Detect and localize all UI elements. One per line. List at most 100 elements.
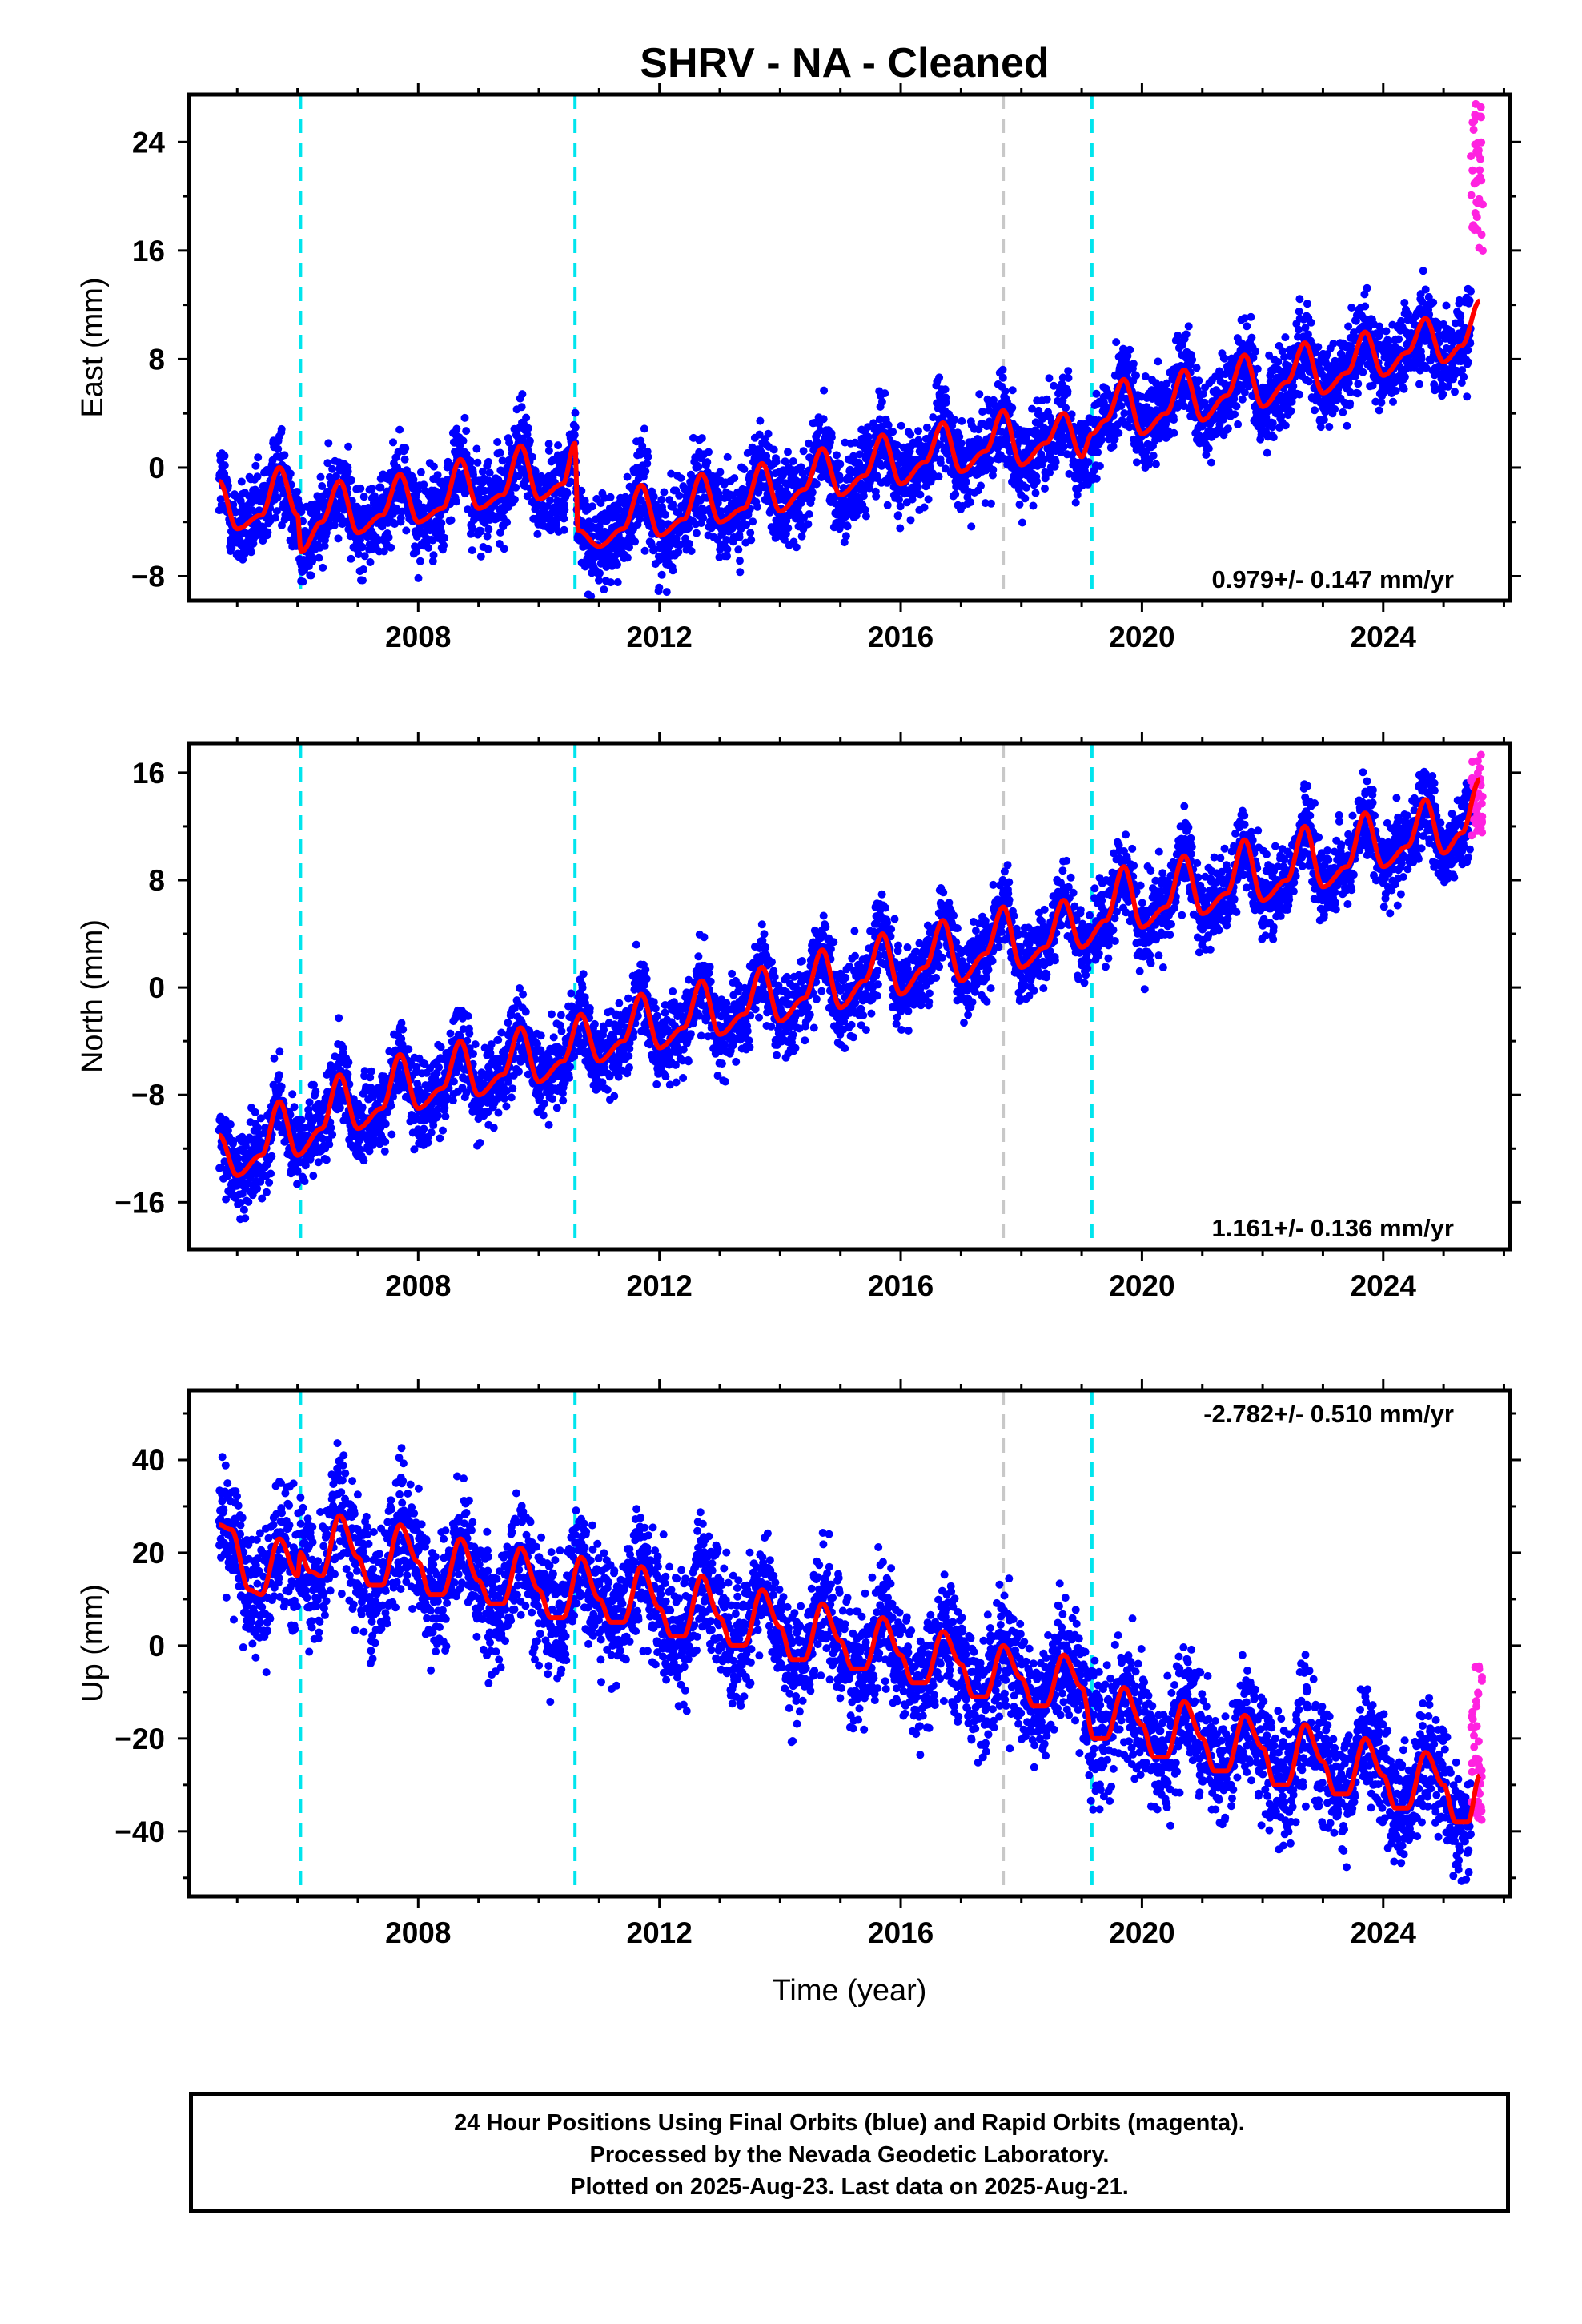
position-point — [433, 471, 442, 480]
position-point — [753, 502, 761, 511]
position-point — [716, 468, 725, 476]
position-point — [989, 465, 998, 474]
position-point — [881, 389, 889, 398]
position-point — [401, 444, 410, 452]
position-point — [884, 420, 893, 429]
position-point — [922, 423, 931, 432]
position-point — [1001, 387, 1010, 396]
position-point — [571, 408, 580, 417]
position-point — [1443, 382, 1452, 391]
position-point — [1021, 494, 1030, 503]
position-point — [623, 553, 632, 562]
position-point — [570, 431, 579, 440]
position-point — [577, 486, 586, 495]
position-point — [1419, 267, 1427, 275]
position-point — [1417, 355, 1426, 364]
position-point — [1126, 345, 1134, 354]
position-point — [1064, 367, 1073, 376]
position-point — [833, 451, 841, 460]
position-point — [703, 458, 712, 467]
position-point — [1395, 335, 1403, 344]
position-point — [769, 445, 778, 454]
position-point — [820, 386, 829, 395]
position-point — [267, 1152, 276, 1160]
position-point — [226, 1120, 235, 1128]
position-point — [697, 434, 706, 443]
position-point — [473, 458, 482, 467]
position-point — [1117, 401, 1126, 410]
position-point — [277, 424, 286, 433]
position-point — [804, 520, 813, 529]
position-point — [734, 545, 743, 554]
position-point — [1092, 389, 1101, 398]
position-point — [478, 468, 487, 476]
position-point — [1031, 489, 1040, 497]
position-point — [414, 498, 423, 507]
position-point — [1097, 436, 1106, 444]
position-point — [324, 439, 333, 448]
position-point — [975, 390, 984, 399]
position-point — [913, 483, 922, 491]
position-point — [1162, 379, 1171, 388]
position-point — [315, 553, 323, 562]
position-point — [277, 1082, 286, 1091]
position-point — [459, 436, 468, 445]
position-point — [836, 460, 845, 468]
position-point — [416, 557, 424, 565]
position-point — [895, 495, 903, 504]
position-point — [743, 448, 752, 457]
position-point — [523, 430, 532, 439]
position-point — [512, 483, 520, 492]
position-point — [263, 528, 272, 537]
position-point — [1032, 476, 1041, 485]
position-point — [1359, 368, 1367, 376]
position-point — [746, 529, 755, 537]
position-point — [644, 452, 652, 461]
position-point — [906, 516, 915, 525]
position-point — [707, 524, 716, 533]
position-point — [869, 419, 878, 428]
position-point — [1251, 347, 1260, 356]
position-point — [1346, 399, 1355, 408]
position-point — [1319, 416, 1328, 424]
position-point — [896, 524, 905, 533]
position-point — [855, 450, 864, 459]
position-point — [1192, 364, 1201, 372]
position-point — [1429, 298, 1438, 307]
position-point — [1059, 443, 1068, 452]
position-point — [754, 488, 763, 497]
position-point — [872, 492, 881, 501]
position-point — [267, 1169, 275, 1178]
position-point — [560, 525, 568, 534]
position-point — [402, 526, 411, 535]
position-point — [797, 463, 805, 472]
position-point — [967, 522, 976, 531]
position-point — [924, 495, 933, 504]
position-point — [1174, 331, 1182, 340]
position-point — [1464, 346, 1472, 355]
position-point — [812, 480, 821, 489]
rapid-position-point — [1474, 150, 1483, 159]
position-point — [865, 484, 873, 493]
position-point — [1465, 296, 1474, 305]
final-orbit-points — [215, 267, 1475, 601]
position-point — [1243, 322, 1251, 331]
position-point — [253, 1184, 262, 1193]
position-point — [669, 500, 677, 509]
position-point — [358, 543, 367, 552]
x-tick-label: 2016 — [868, 621, 934, 653]
position-point — [328, 464, 337, 473]
position-point — [951, 490, 960, 498]
position-point — [600, 493, 609, 502]
position-point — [286, 469, 295, 478]
position-point — [1238, 395, 1247, 404]
position-point — [251, 1108, 259, 1116]
position-point — [799, 447, 808, 456]
position-point — [378, 522, 387, 531]
position-point — [764, 429, 773, 438]
position-point — [330, 521, 339, 529]
position-point — [657, 570, 666, 579]
position-point — [1361, 302, 1370, 311]
position-point — [625, 543, 633, 552]
